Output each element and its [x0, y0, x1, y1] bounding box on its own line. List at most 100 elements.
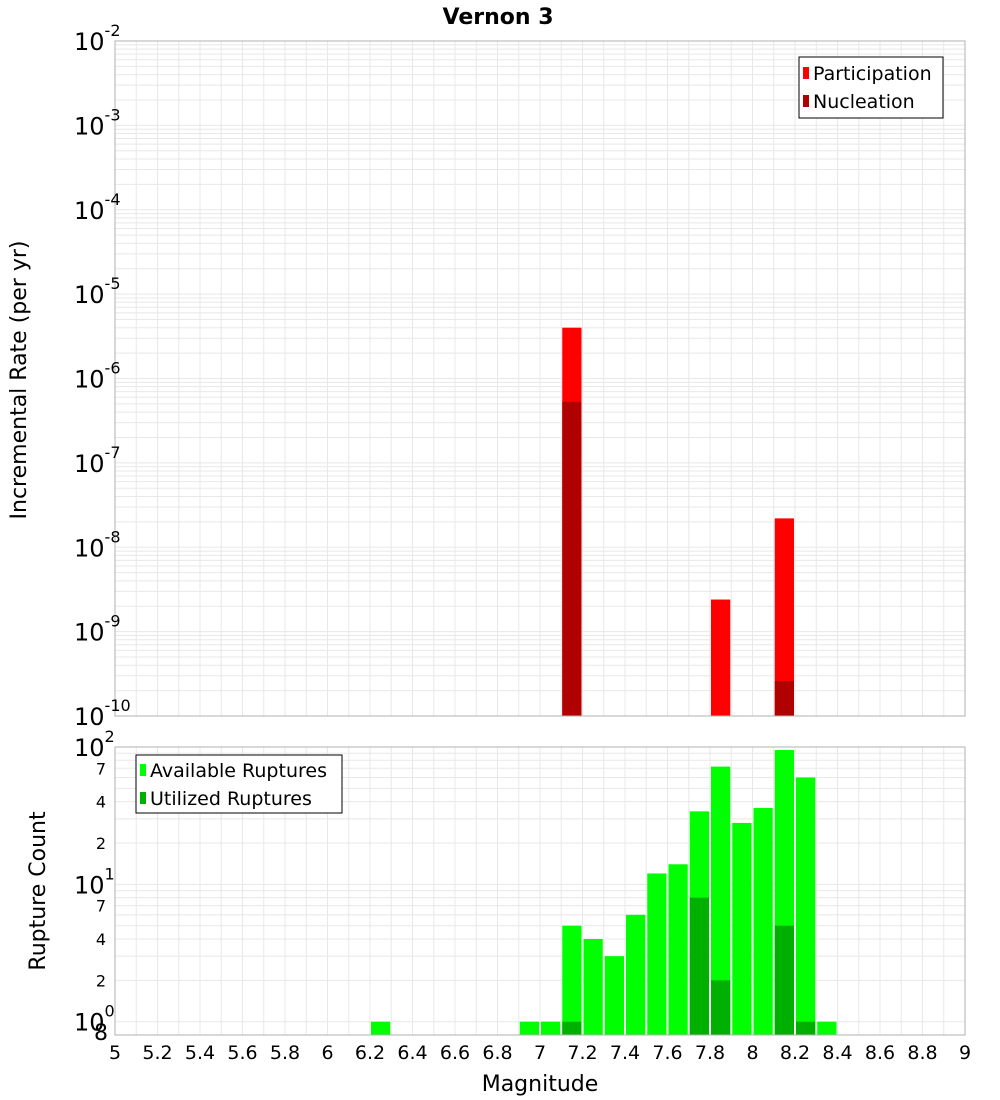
- bottom-available-ruptures-bar: [796, 777, 816, 1035]
- top-y-tick-label: 10-9: [74, 612, 121, 647]
- top-plot-area: [114, 40, 966, 717]
- x-tick-label: 5.6: [227, 1042, 257, 1064]
- participation-legend-label: Participation: [813, 63, 932, 85]
- tick-exponent: -9: [105, 612, 121, 631]
- top-legend-box: [798, 56, 944, 119]
- chart-title: Vernon 3: [443, 5, 554, 30]
- bottom-y-axis-label: Rupture Count: [26, 811, 51, 971]
- x-tick-labels: 5 5.2 5.4 5.6 5.8 6 6.2 6.4 6.6 6.8 7 7.2 7.4 7.6 7.8 8…: [109, 1042, 971, 1064]
- bottom-available-ruptures-bar: [583, 939, 603, 1035]
- top-y-tick-label: 10-6: [74, 359, 121, 394]
- bottom-utilized-ruptures-bar: [774, 925, 794, 1035]
- x-tick-label: 6.8: [482, 1042, 512, 1064]
- top-chart-gridlines: [114, 41, 966, 717]
- x-tick-label: 5.2: [142, 1042, 172, 1064]
- top-nucleation-bar: [562, 401, 582, 716]
- bottom-available-ruptures-bar: [541, 1021, 561, 1035]
- bottom-available-ruptures-bar: [753, 807, 773, 1035]
- tick-base: 10: [74, 1009, 105, 1037]
- bottom-available-ruptures-bar: [668, 864, 688, 1035]
- x-axis-label: Magnitude: [482, 1072, 599, 1097]
- tick-exponent: 1: [105, 864, 115, 883]
- tick-exponent: 2: [105, 727, 115, 746]
- bottom-available-ruptures-bar: [711, 766, 731, 1035]
- x-tick-label: 7.6: [652, 1042, 682, 1064]
- top-y-tick-label: 10-8: [74, 527, 121, 562]
- top-chart-bars: [562, 327, 794, 716]
- tick-exponent: -10: [105, 696, 131, 715]
- x-tick-label: 6: [321, 1042, 333, 1064]
- tick-exponent: -5: [105, 274, 121, 293]
- x-tick-label: 6.6: [440, 1042, 470, 1064]
- top-nucleation-bar: [774, 680, 794, 716]
- bottom-available-ruptures-bar: [562, 925, 582, 1035]
- x-tick-label: 7.8: [695, 1042, 725, 1064]
- top-legend: Participation Nucleation: [798, 56, 944, 119]
- top-y-tick-label: 10-3: [74, 105, 121, 140]
- bottom-available-ruptures-bar: [732, 822, 752, 1035]
- x-tick-label: 8.4: [822, 1042, 852, 1064]
- tick-exponent: -6: [105, 359, 121, 378]
- bottom-available-ruptures-bar: [604, 956, 624, 1035]
- top-y-axis-label: Incremental Rate (per yr): [7, 241, 32, 520]
- tick-base: 10: [74, 619, 105, 647]
- available-ruptures-legend-swatch: [140, 764, 146, 776]
- x-tick-label: 5.8: [270, 1042, 300, 1064]
- x-tick-label: 7: [534, 1042, 546, 1064]
- tick-exponent: -7: [105, 443, 121, 462]
- x-tick-label: 8.6: [865, 1042, 895, 1064]
- available-ruptures-legend-label: Available Ruptures: [150, 760, 327, 782]
- bottom-available-ruptures-bar: [371, 1021, 391, 1035]
- tick-base: 10: [74, 703, 105, 731]
- bottom-legend: Available Ruptures Utilized Ruptures: [135, 754, 343, 814]
- bottom-y-tick-label: 100: [74, 1002, 115, 1037]
- tick-base: 10: [74, 871, 105, 899]
- bottom-y-tick-label: 101: [74, 864, 115, 899]
- top-participation-bar: [711, 599, 731, 716]
- x-tick-label: 6.4: [397, 1042, 427, 1064]
- top-y-tick-label: 10-10: [74, 696, 131, 731]
- bottom-available-ruptures-bar: [519, 1021, 539, 1035]
- nucleation-legend-swatch: [803, 95, 809, 107]
- bottom-y-tick-label: 2: [96, 971, 106, 990]
- tick-exponent: 0: [105, 1002, 115, 1021]
- tick-exponent: -2: [105, 21, 121, 40]
- x-tick-label: 9: [959, 1042, 971, 1064]
- bottom-utilized-ruptures-bar: [711, 980, 731, 1035]
- tick-exponent: -8: [105, 527, 121, 546]
- tick-base: 10: [74, 534, 105, 562]
- x-tick-label: 5.4: [185, 1042, 215, 1064]
- x-tick-label: 7.4: [610, 1042, 640, 1064]
- bottom-y-tick-label: 102: [74, 727, 115, 762]
- x-tick-label: 8.2: [780, 1042, 810, 1064]
- tick-base: 10: [74, 450, 105, 478]
- bottom-y-tick-label: 7: [96, 759, 106, 778]
- bottom-y-tick-label: 7: [96, 897, 106, 916]
- top-y-tick-label: 10-5: [74, 274, 121, 309]
- tick-base: 10: [74, 734, 105, 762]
- bottom-utilized-ruptures-bar: [562, 1021, 582, 1035]
- bottom-utilized-ruptures-bar: [689, 897, 709, 1035]
- tick-exponent: -3: [105, 105, 121, 124]
- tick-base: 10: [74, 197, 105, 225]
- nucleation-legend-label: Nucleation: [813, 91, 915, 113]
- tick-base: 10: [74, 28, 105, 56]
- tick-base: 10: [74, 366, 105, 394]
- bottom-y-tick-label: 4: [96, 793, 106, 812]
- utilized-ruptures-legend-label: Utilized Ruptures: [150, 788, 312, 810]
- bottom-legend-box: [135, 754, 343, 814]
- tick-exponent: -4: [105, 190, 121, 209]
- tick-base: 10: [74, 112, 105, 140]
- bottom-y-tick-label: 2: [96, 834, 106, 853]
- bottom-available-ruptures-bar: [817, 1021, 837, 1035]
- bottom-available-ruptures-bar: [647, 873, 667, 1035]
- top-y-tick-label: 10-4: [74, 190, 121, 225]
- bottom-y-tick-label: 8: [94, 1021, 108, 1046]
- top-y-tick-label: 10-2: [74, 21, 121, 56]
- top-participation-bar: [774, 518, 794, 716]
- x-tick-label: 5: [109, 1042, 121, 1064]
- x-tick-label: 7.2: [567, 1042, 597, 1064]
